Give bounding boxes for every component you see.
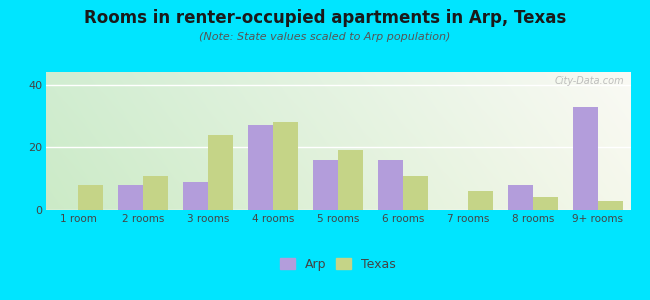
Bar xyxy=(208,135,233,210)
Text: Rooms in renter-occupied apartments in Arp, Texas: Rooms in renter-occupied apartments in A… xyxy=(84,9,566,27)
Bar xyxy=(468,191,493,210)
Bar xyxy=(533,197,558,210)
Bar xyxy=(313,160,338,210)
Bar xyxy=(573,106,598,210)
Bar xyxy=(378,160,403,210)
Text: (Note: State values scaled to Arp population): (Note: State values scaled to Arp popula… xyxy=(200,32,450,41)
Bar xyxy=(248,125,273,210)
Bar xyxy=(338,150,363,210)
Bar xyxy=(183,182,208,210)
Bar xyxy=(403,176,428,210)
Bar xyxy=(508,185,533,210)
Bar xyxy=(118,185,143,210)
Text: City-Data.com: City-Data.com xyxy=(555,76,625,86)
Bar xyxy=(598,201,623,210)
Bar xyxy=(143,176,168,210)
Bar xyxy=(78,185,103,210)
Legend: Arp, Texas: Arp, Texas xyxy=(275,253,401,275)
Bar xyxy=(273,122,298,210)
